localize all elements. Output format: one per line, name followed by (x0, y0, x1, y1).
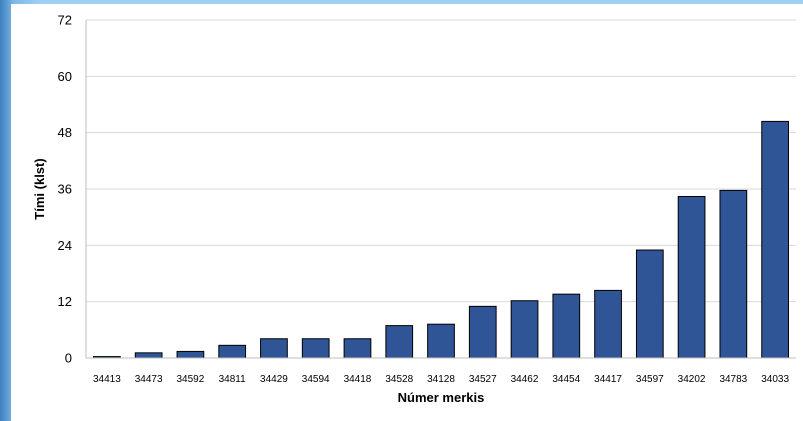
y-tick-label: 72 (58, 13, 72, 28)
bar (134, 352, 163, 359)
bar (677, 196, 706, 359)
y-axis-title: Tími (klst) (32, 158, 47, 219)
bar (343, 338, 372, 359)
gridlines (86, 19, 796, 303)
x-tick-label: 34597 (636, 374, 664, 385)
x-tick-label: 34429 (260, 374, 288, 385)
y-tick-label: 12 (58, 294, 72, 309)
x-tick-label: 34454 (552, 374, 580, 385)
x-axis-title: Númer merkis (398, 390, 485, 405)
x-tick-label: 34033 (761, 374, 789, 385)
x-tick-label: 34413 (93, 374, 121, 385)
y-tick-labels: 0 12 24 36 48 60 72 (58, 13, 72, 366)
y-tick-label: 48 (58, 125, 72, 140)
x-tick-label: 34418 (344, 374, 372, 385)
bar (468, 305, 497, 359)
bars (93, 120, 789, 359)
bar (719, 189, 748, 359)
y-tick-label: 0 (65, 351, 72, 366)
x-tick-label: 34473 (135, 374, 163, 385)
x-tick-label: 34202 (678, 374, 706, 385)
bar (594, 289, 622, 359)
bar (635, 249, 664, 359)
y-tick-label: 60 (58, 69, 72, 84)
bar (552, 293, 581, 359)
y-tick-label: 24 (58, 238, 72, 253)
y-tick-label: 36 (58, 182, 72, 197)
x-tick-labels: 34413 34473 34592 34811 34429 34594 34418 34528… (93, 374, 789, 385)
x-tick-label: 34527 (469, 374, 497, 385)
x-tick-label: 34462 (511, 374, 539, 385)
x-tick-label: 34128 (427, 374, 455, 385)
x-tick-label: 34528 (385, 374, 413, 385)
bar (761, 120, 789, 359)
bar (510, 300, 539, 359)
axes (85, 20, 796, 359)
bar (301, 338, 330, 359)
bar (427, 323, 455, 359)
bar (218, 344, 247, 359)
x-tick-label: 34417 (594, 374, 622, 385)
x-tick-label: 34811 (219, 374, 247, 385)
bar (176, 350, 205, 359)
x-tick-label: 34594 (302, 374, 330, 385)
x-tick-label: 34783 (719, 374, 747, 385)
bar (260, 338, 288, 359)
x-tick-label: 34592 (177, 374, 205, 385)
bar (385, 325, 414, 359)
